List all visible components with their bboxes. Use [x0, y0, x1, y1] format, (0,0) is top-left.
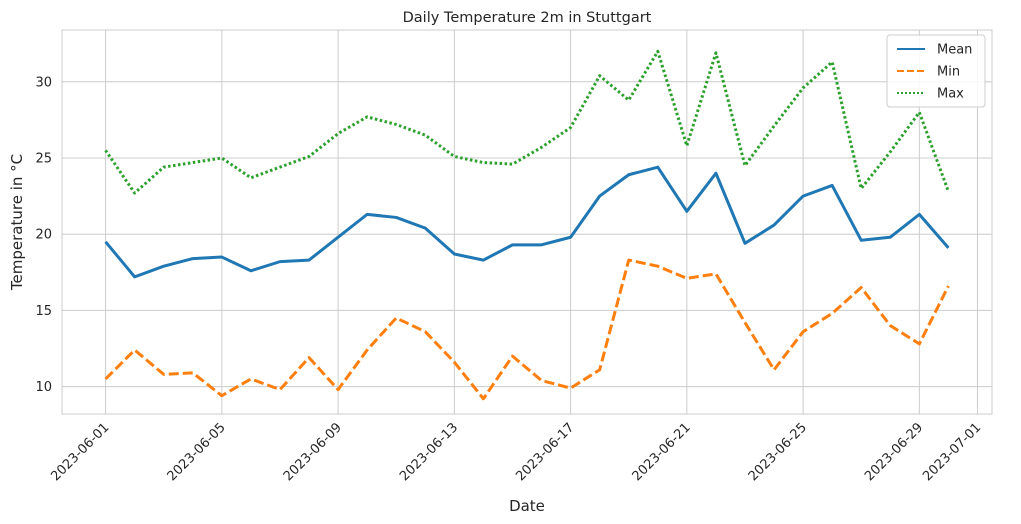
- x-tick-label: 2023-06-09: [281, 420, 345, 484]
- x-tick-label: 2023-06-21: [630, 420, 694, 484]
- series-line-max: [104, 49, 950, 195]
- x-tick-label: 2023-06-25: [746, 420, 810, 484]
- series-line-mean: [104, 165, 950, 279]
- y-tick-label: 10: [35, 380, 52, 395]
- x-tick-label: 2023-06-13: [397, 420, 461, 484]
- y-axis-label: Temperature in °C: [8, 154, 26, 291]
- x-tick-label: 2023-07-01: [920, 420, 984, 484]
- y-tick-label: 15: [35, 304, 52, 319]
- y-tick-label: 25: [35, 152, 52, 167]
- plot-frame: [61, 29, 993, 415]
- x-tick-label: 2023-06-05: [165, 420, 229, 484]
- y-tick-label: 30: [35, 75, 52, 90]
- x-tick-label: 2023-06-17: [513, 420, 577, 484]
- x-tick-label: 2023-06-29: [862, 420, 926, 484]
- x-axis-ticks: 2023-06-01 2023-06-05 2023-06-09 2023-06-13…: [48, 420, 984, 484]
- legend-box: [886, 34, 986, 108]
- x-axis-label: Date: [509, 497, 545, 515]
- legend: Mean Min Max: [886, 34, 986, 108]
- series-line-min: [104, 258, 950, 401]
- grid: [62, 30, 992, 414]
- series-lines: [104, 49, 950, 401]
- legend-label-mean: Mean: [937, 43, 972, 58]
- y-tick-label: 20: [35, 228, 52, 243]
- legend-label-max: Max: [937, 87, 964, 102]
- x-tick-label: 2023-06-01: [48, 420, 112, 484]
- legend-label-min: Min: [937, 65, 960, 80]
- y-axis-ticks: 10 15 20 25 30: [35, 75, 52, 395]
- chart-title: Daily Temperature 2m in Stuttgart: [403, 10, 652, 26]
